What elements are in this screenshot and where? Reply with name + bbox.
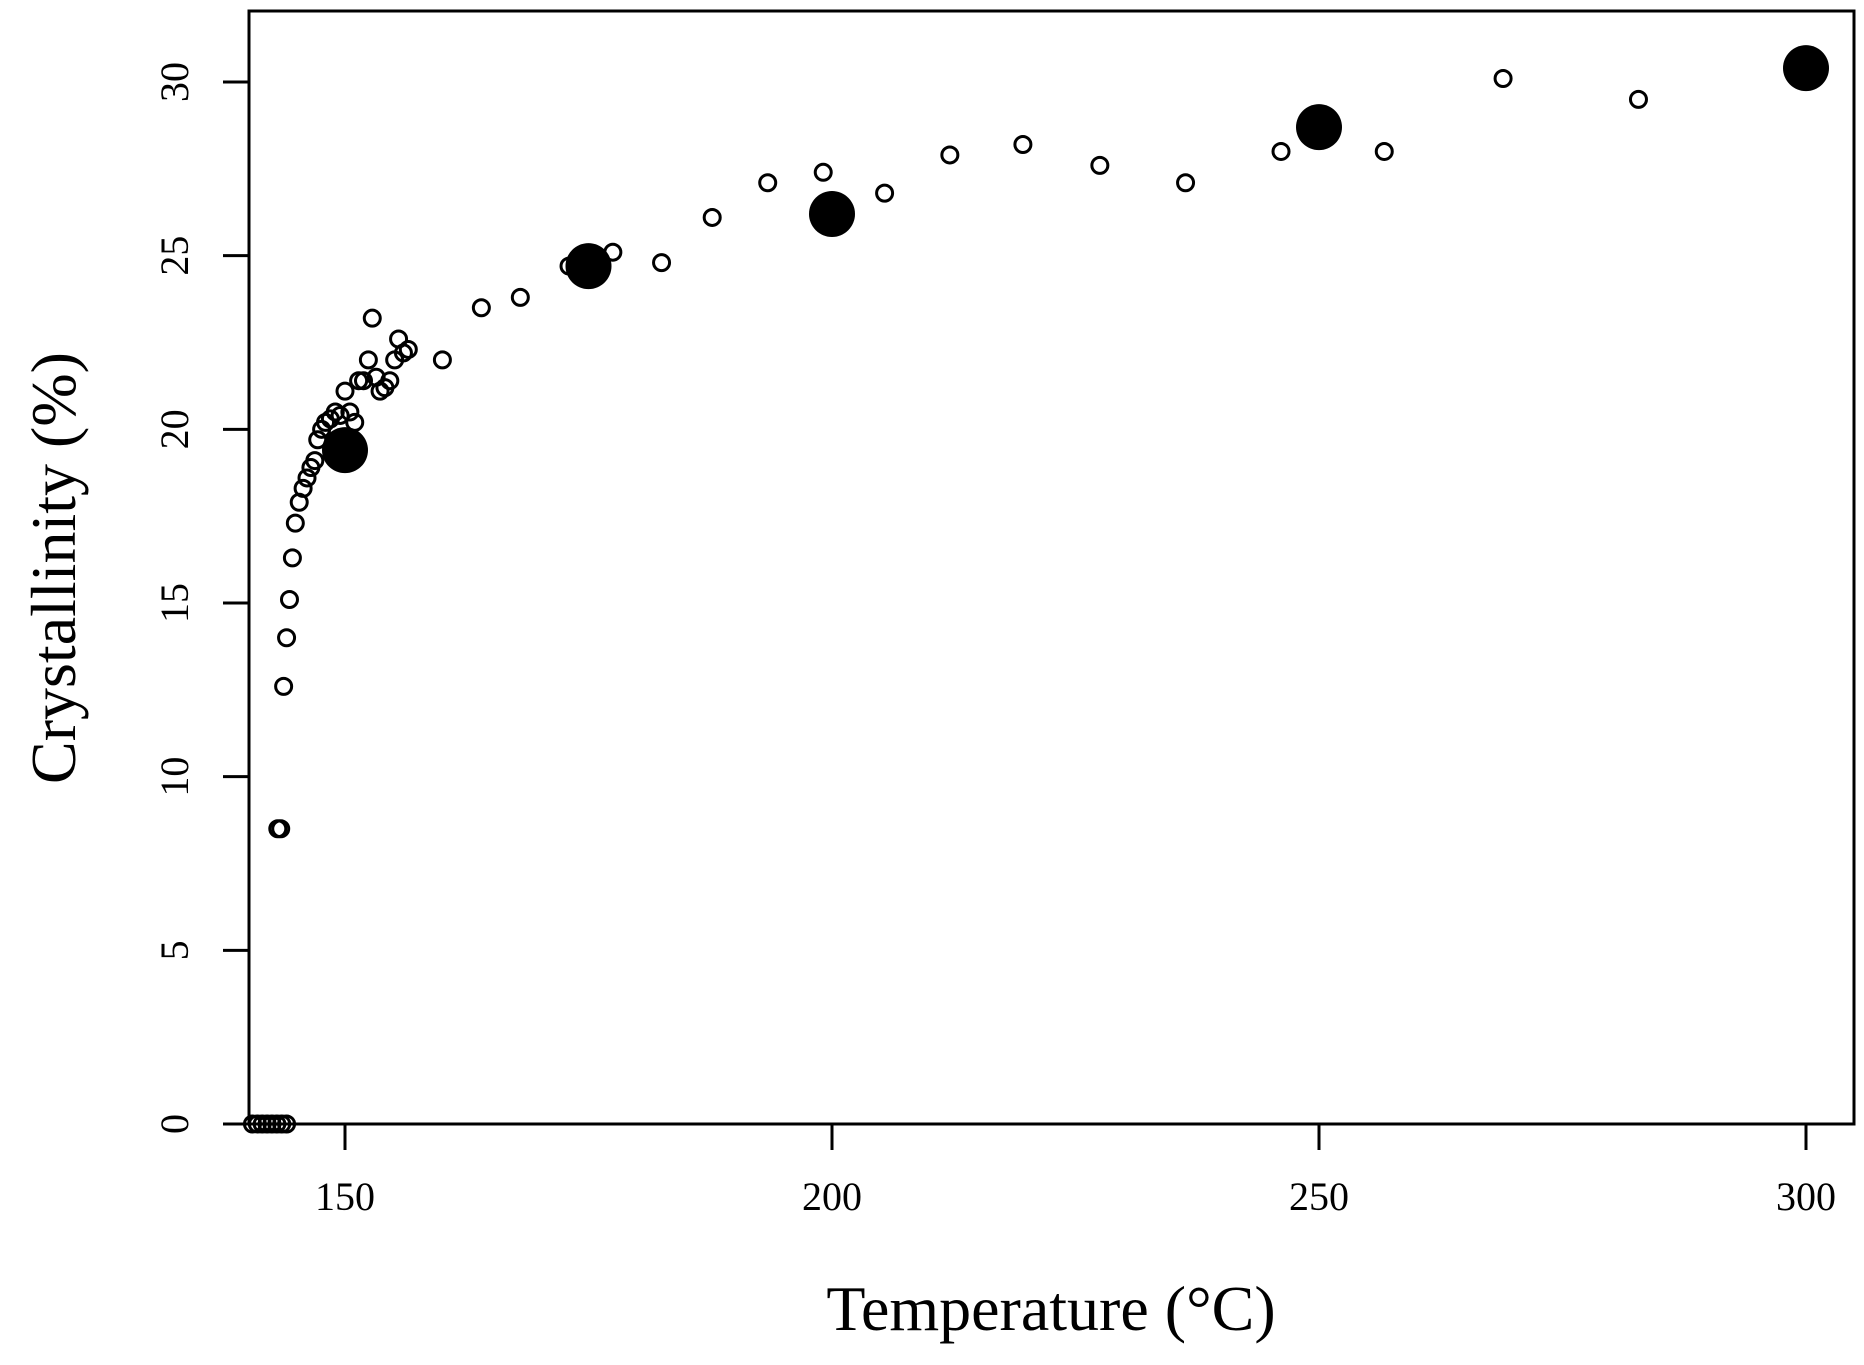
- open-point-52: [1013, 135, 1033, 155]
- open-point-9: [271, 819, 291, 839]
- y-tick-label-15: 15: [152, 583, 197, 623]
- y-tick-label-0: 0: [152, 1114, 197, 1134]
- x-tick-label-300: 300: [1776, 1174, 1836, 1219]
- open-point-41: [432, 350, 452, 370]
- open-point-30: [354, 371, 374, 391]
- open-point-16: [293, 478, 313, 498]
- open-point-57: [1493, 69, 1513, 89]
- open-point-7: [277, 1114, 297, 1134]
- open-point-49: [813, 162, 833, 182]
- y-tick-label-30: 30: [152, 62, 197, 102]
- x-tick-label-150: 150: [315, 1174, 375, 1219]
- open-point-17: [297, 468, 317, 488]
- filled-point-3: [1296, 104, 1342, 151]
- open-point-48: [758, 173, 778, 193]
- y-axis: 0 5 10 15 20 25 30: [152, 62, 249, 1134]
- open-point-11: [277, 628, 297, 648]
- open-point-32: [362, 308, 382, 328]
- open-point-31: [358, 350, 378, 370]
- open-point-26: [335, 381, 355, 401]
- open-point-25: [330, 405, 350, 425]
- open-point-10: [274, 676, 294, 696]
- filled-point-1: [565, 243, 612, 290]
- x-axis-title: Temperature (°C): [826, 1273, 1275, 1344]
- plot-frame: [247, 9, 1856, 1126]
- open-point-19: [305, 451, 325, 471]
- open-point-55: [1271, 141, 1291, 161]
- data-points: [242, 45, 1829, 1134]
- open-point-58: [1628, 89, 1648, 109]
- open-point-46: [652, 253, 672, 273]
- x-tick-label-250: 250: [1289, 1174, 1349, 1219]
- open-point-53: [1090, 155, 1110, 175]
- open-point-12: [279, 590, 299, 610]
- open-point-50: [875, 183, 895, 203]
- open-point-43: [510, 287, 530, 307]
- open-point-42: [471, 298, 491, 318]
- y-axis-title: Crystallinity (%): [18, 352, 89, 784]
- open-point-14: [285, 513, 305, 533]
- y-tick-label-5: 5: [152, 940, 197, 960]
- open-point-27: [340, 402, 360, 422]
- open-point-54: [1176, 173, 1196, 193]
- open-point-47: [702, 207, 722, 227]
- filled-point-2: [809, 190, 855, 237]
- filled-point-4: [1783, 45, 1829, 92]
- open-point-51: [940, 145, 960, 165]
- open-point-40: [398, 339, 418, 359]
- filled-point-0: [322, 427, 368, 474]
- open-point-36: [380, 371, 400, 391]
- y-tick-label-10: 10: [152, 757, 197, 797]
- x-axis: 150 200 250 300: [315, 1124, 1836, 1219]
- y-tick-label-20: 20: [152, 409, 197, 449]
- open-point-56: [1374, 141, 1394, 161]
- y-tick-label-25: 25: [152, 236, 197, 276]
- x-tick-label-200: 200: [802, 1174, 862, 1219]
- open-point-13: [282, 548, 302, 568]
